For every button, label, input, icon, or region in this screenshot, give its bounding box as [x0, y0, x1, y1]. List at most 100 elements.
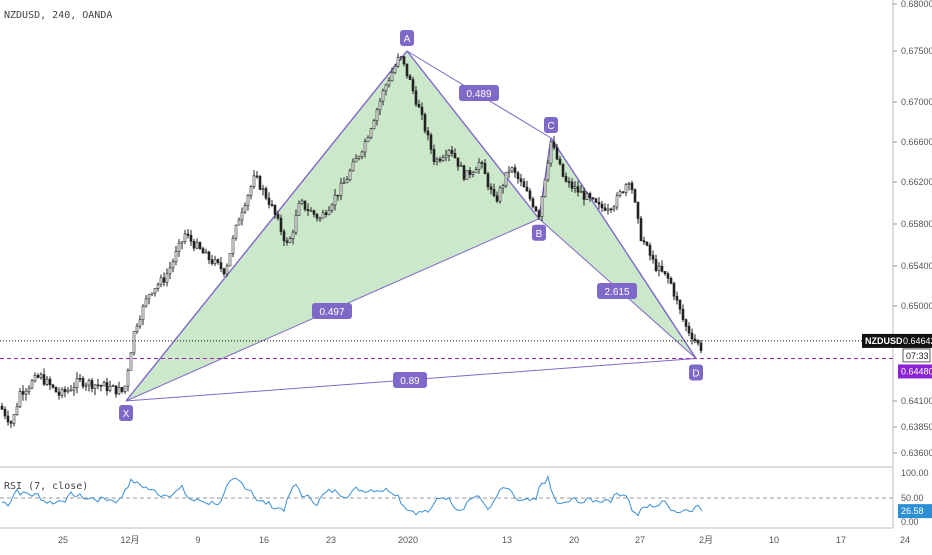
point-label-b[interactable]: B — [532, 224, 546, 241]
candle-body — [12, 414, 16, 424]
candle-body — [78, 378, 82, 380]
leg-ab[interactable] — [406, 50, 540, 220]
leg-cd[interactable] — [550, 137, 697, 359]
candle-body — [189, 234, 193, 242]
current-symbol-label: NZDUSD — [865, 336, 903, 346]
ratio-label-ac[interactable]: 0.489 — [459, 85, 499, 101]
candle-body — [672, 283, 676, 297]
rsi-tick-label: 50.00 — [901, 493, 924, 503]
candle-body — [18, 391, 22, 408]
target-price-badge[interactable]: 0.64480 — [898, 364, 932, 379]
candle-body — [363, 141, 367, 153]
candle-body — [39, 374, 43, 378]
candle-body — [225, 265, 229, 275]
rsi-badge-bg — [898, 504, 932, 519]
candle-body — [234, 224, 238, 239]
candle-body — [126, 370, 130, 387]
candle-body — [426, 130, 430, 136]
time-axis[interactable]: 25 12月 9 16 23 2020 13 20 27 2月 10 17 24 — [58, 535, 910, 545]
candle-body — [282, 231, 286, 242]
candle-body — [42, 374, 46, 385]
candle-body — [546, 162, 550, 181]
point-label-d[interactable]: D — [689, 364, 703, 381]
candle-body — [639, 218, 643, 241]
candle-body — [387, 80, 391, 86]
candle-body — [303, 200, 307, 210]
candle-body — [675, 295, 679, 301]
candlesticks — [0, 53, 703, 429]
candle-body — [432, 149, 436, 162]
rsi-label: RSI (7, close) — [4, 481, 88, 492]
candle-body — [507, 170, 511, 173]
ratio-label-text: 0.89 — [400, 376, 420, 387]
candle-body — [279, 217, 283, 232]
candle-body — [198, 242, 202, 249]
candle-body — [6, 415, 10, 423]
leg-xa[interactable] — [125, 50, 408, 402]
candle-body — [435, 158, 439, 162]
candle-body — [453, 153, 457, 159]
candle-body — [255, 175, 259, 178]
point-label-text: D — [692, 368, 699, 379]
candle-body — [594, 198, 598, 203]
candle-body — [486, 173, 490, 188]
candle-body — [537, 210, 541, 217]
candle-body — [654, 259, 658, 271]
ratio-label-xd[interactable]: 0.89 — [393, 372, 427, 388]
candle-body — [228, 253, 232, 267]
price-tick-label: 0.67000 — [901, 97, 932, 107]
candle-body — [402, 56, 406, 65]
candle-body — [366, 137, 370, 143]
candle-body — [495, 195, 499, 202]
pattern-labels[interactable]: X A B C D 0.497 0.489 2.615 0.89 — [119, 30, 703, 421]
candle-body — [288, 238, 292, 243]
candle-body — [519, 178, 523, 182]
candle-body — [381, 90, 385, 102]
candle-body — [648, 244, 652, 256]
point-label-a[interactable]: A — [400, 30, 414, 46]
candle-body — [144, 298, 148, 307]
candle-body — [165, 273, 169, 283]
candle-body — [336, 194, 340, 197]
candle-body — [324, 212, 328, 215]
candle-body — [309, 210, 313, 212]
xab-triangle — [126, 51, 539, 401]
candle-body — [489, 186, 493, 190]
candle-body — [522, 181, 526, 188]
candle-body — [384, 84, 388, 92]
point-label-c[interactable]: C — [544, 117, 558, 133]
candle-body — [96, 384, 100, 387]
time-tick-label: 2月 — [699, 535, 713, 545]
candle-body — [408, 75, 412, 80]
candle-body — [477, 162, 481, 170]
candle-body — [102, 382, 106, 387]
candle-body — [483, 162, 487, 175]
candle-body — [258, 176, 262, 190]
ratio-label-xb[interactable]: 0.497 — [312, 303, 352, 319]
candle-body — [417, 104, 421, 108]
candle-body — [357, 155, 361, 159]
candle-body — [636, 201, 640, 219]
candle-body — [471, 172, 475, 175]
candle-body — [528, 190, 532, 200]
candle-body — [342, 182, 346, 185]
rsi-value-badge[interactable]: 26.58 — [898, 504, 932, 519]
ratio-label-bd[interactable]: 2.615 — [597, 283, 637, 299]
candle-body — [552, 141, 556, 148]
candle-body — [627, 182, 631, 186]
candle-body — [48, 378, 52, 386]
candle-body — [315, 214, 319, 219]
candle-body — [285, 240, 289, 243]
candle-body — [630, 182, 634, 190]
candle-body — [81, 378, 85, 387]
price-tick-label: 0.66200 — [901, 177, 932, 187]
candle-body — [492, 189, 496, 197]
point-label-x[interactable]: X — [119, 405, 133, 421]
candle-body — [219, 262, 223, 270]
price-axis[interactable]: 0.68000 0.67500 0.67000 0.66600 0.66200 0.658… — [862, 0, 932, 458]
candle-body — [504, 171, 508, 187]
candle-body — [267, 197, 271, 205]
